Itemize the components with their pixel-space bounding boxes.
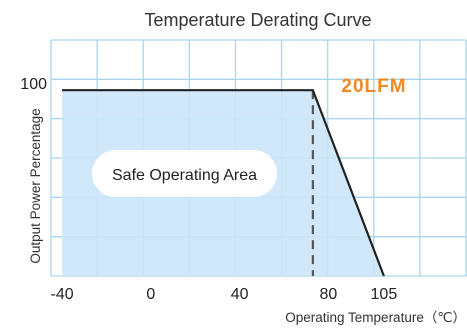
- y-axis-ticks: 100: [20, 76, 47, 93]
- x-tick-label: 105: [371, 286, 398, 303]
- safe-area-pill: [92, 150, 277, 197]
- y-tick-label: 100: [20, 76, 47, 93]
- chart-title: Temperature Derating Curve: [144, 10, 371, 30]
- derating-curve-line: [62, 89, 385, 277]
- x-axis-ticks: -40 0 40 80 105: [51, 286, 398, 303]
- x-tick-label: 40: [231, 286, 249, 303]
- safe-area-label: Safe Operating Area: [92, 150, 277, 197]
- x-tick-label: 80: [320, 286, 338, 303]
- y-axis-label: Output Power Percentage: [28, 108, 43, 263]
- safe-area-text: Safe Operating Area: [112, 167, 257, 184]
- airflow-annotation: 20LFM: [341, 76, 406, 97]
- x-tick-label: -40: [51, 286, 74, 303]
- x-axis-label: Operating Temperature（℃）: [285, 310, 466, 325]
- x-tick-label: 0: [146, 286, 155, 303]
